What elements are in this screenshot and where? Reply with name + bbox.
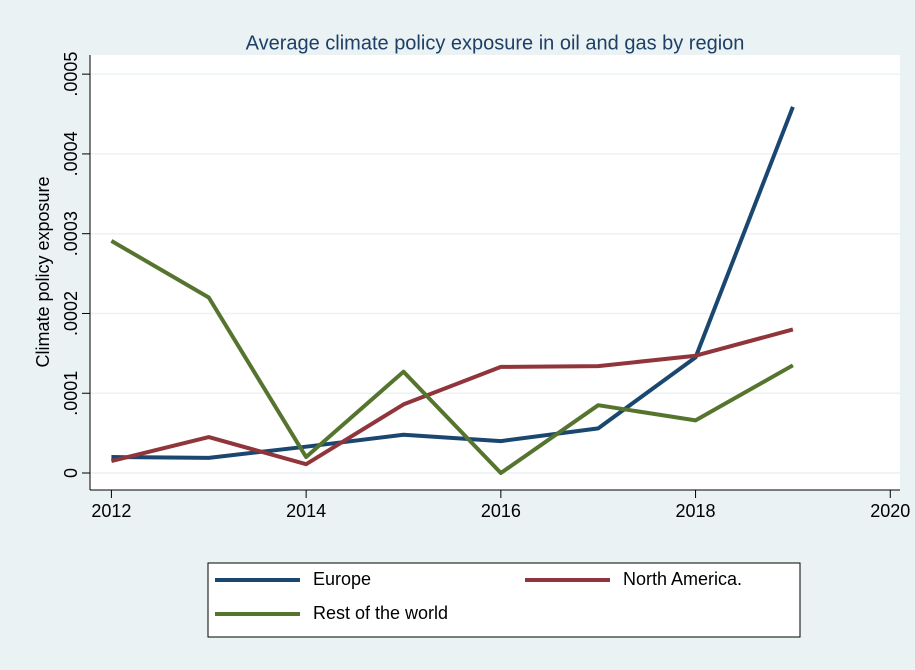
- y-tick-label: .0005: [61, 52, 81, 97]
- plot-area: [90, 55, 900, 490]
- y-tick-label: .0003: [61, 211, 81, 256]
- data-line: [110, 239, 794, 476]
- legend-box: [207, 562, 801, 638]
- y-tick-label: 0: [61, 468, 81, 478]
- data-line: [110, 327, 794, 467]
- y-tick-label: .0002: [61, 291, 81, 336]
- legend-label: Europe: [313, 569, 371, 589]
- legend-label: Rest of the world: [313, 603, 448, 623]
- x-tick-label: 2012: [91, 501, 131, 521]
- x-tick-label: 2014: [286, 501, 326, 521]
- y-tick-label: .0001: [61, 371, 81, 416]
- x-tick-label: 2020: [870, 501, 910, 521]
- y-axis-label: Climate policy exposure: [33, 176, 53, 367]
- chart-title: Average climate policy exposure in oil a…: [246, 32, 745, 54]
- legend-label: North America.: [623, 569, 742, 589]
- x-tick-label: 2018: [676, 501, 716, 521]
- x-tick-label: 2016: [481, 501, 521, 521]
- y-tick-label: .0004: [61, 131, 81, 176]
- data-line: [111, 106, 795, 460]
